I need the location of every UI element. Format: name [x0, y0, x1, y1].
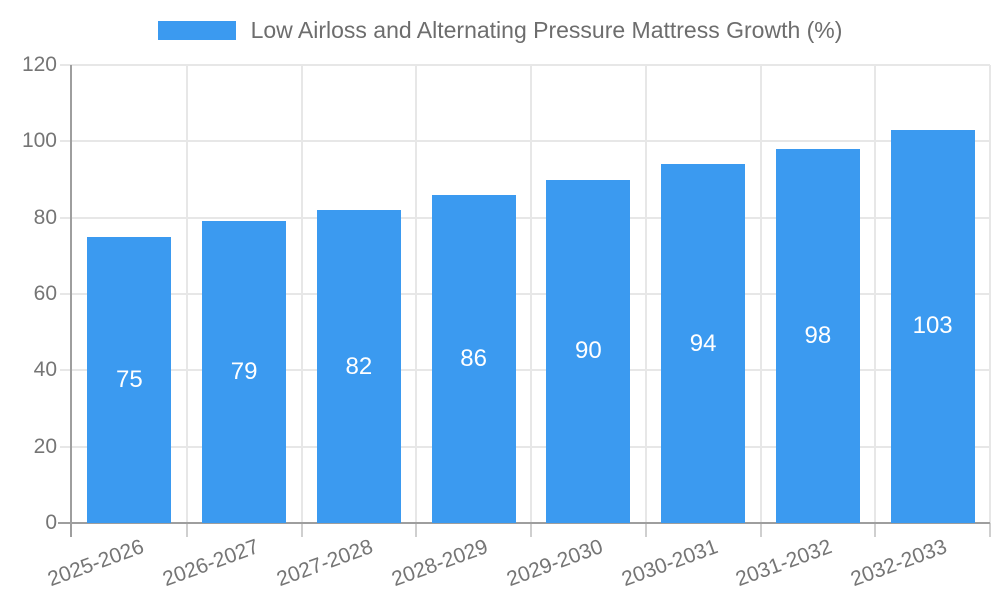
- x-axis-tick: [644, 523, 647, 537]
- bar-value-label: 103: [912, 312, 953, 340]
- x-axis-tick: [989, 523, 991, 537]
- y-tick-label: 20: [33, 434, 57, 458]
- y-gridline: [60, 445, 990, 448]
- y-gridline: [60, 64, 990, 66]
- x-axis-tick: [415, 523, 418, 537]
- x-gridline: [874, 65, 877, 523]
- y-gridline: [60, 140, 990, 143]
- bar-value-label: 90: [575, 337, 602, 365]
- x-tick-label: 2029-2030: [503, 535, 606, 592]
- legend-label: Low Airloss and Alternating Pressure Mat…: [250, 16, 843, 43]
- y-gridline: [60, 216, 990, 219]
- x-tick-label: 2026-2027: [159, 535, 262, 592]
- x-gridline: [759, 65, 762, 523]
- x-tick-label: 2030-2031: [618, 535, 721, 592]
- bar: 98: [775, 148, 860, 523]
- x-gridline: [530, 65, 532, 523]
- x-axis-line: [58, 522, 990, 524]
- x-tick-label: 2031-2032: [733, 535, 836, 592]
- x-tick-label: 2025-2026: [44, 535, 147, 592]
- bar: 94: [661, 164, 746, 523]
- y-tick-label: 120: [21, 53, 57, 77]
- x-gridline: [989, 65, 991, 523]
- legend-swatch-icon: [157, 20, 236, 40]
- bar: 86: [431, 194, 516, 523]
- bar: 75: [87, 236, 172, 523]
- x-gridline: [185, 65, 188, 523]
- y-gridline: [60, 293, 990, 295]
- bar-value-label: 98: [804, 321, 832, 349]
- bar-value-label: 75: [116, 365, 143, 393]
- x-gridline: [300, 65, 303, 523]
- x-gridline: [415, 65, 418, 523]
- x-axis-tick: [759, 523, 762, 537]
- y-tick-label: 100: [21, 129, 57, 153]
- x-axis-tick: [874, 523, 877, 537]
- chart-legend[interactable]: Low Airloss and Alternating Pressure Mat…: [0, 13, 1000, 47]
- bar: 79: [202, 221, 287, 523]
- bar-value-label: 86: [460, 344, 487, 372]
- x-tick-label: 2028-2029: [388, 535, 492, 592]
- bar: 90: [546, 179, 631, 523]
- bar: 82: [316, 210, 401, 523]
- y-tick-label: 80: [33, 205, 57, 229]
- x-tick-label: 2032-2033: [847, 535, 951, 592]
- x-axis-tick: [530, 523, 532, 537]
- bar-value-label: 94: [689, 329, 717, 357]
- y-gridline: [60, 369, 990, 372]
- x-axis-tick: [300, 523, 303, 537]
- bar: 103: [890, 129, 975, 523]
- y-axis-line: [70, 65, 72, 537]
- bar-value-label: 79: [230, 358, 258, 386]
- y-tick-label: 0: [45, 511, 57, 535]
- y-tick-label: 40: [33, 358, 57, 382]
- bar-value-label: 82: [345, 352, 373, 380]
- x-gridline: [644, 65, 647, 523]
- x-axis-tick: [185, 523, 188, 537]
- y-tick-label: 60: [33, 282, 57, 306]
- x-tick-label: 2027-2028: [274, 535, 377, 592]
